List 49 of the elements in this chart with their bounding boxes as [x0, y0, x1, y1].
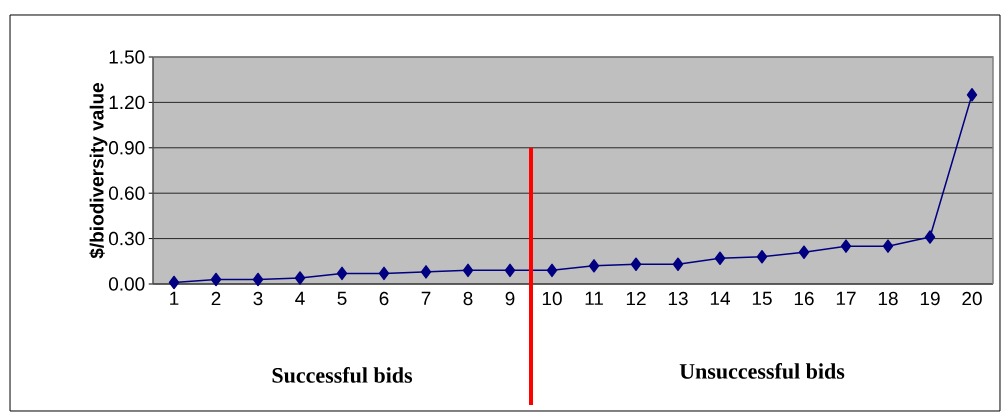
point — [924, 230, 936, 244]
x-tick-label: 17 — [836, 291, 856, 305]
point — [756, 250, 768, 264]
x-tick-label: 8 — [463, 291, 473, 306]
point — [840, 239, 852, 253]
x-tick-label: 1 — [170, 291, 179, 305]
point — [546, 263, 558, 278]
point — [882, 239, 894, 253]
x-tick-label: 12 — [626, 291, 646, 306]
point — [504, 263, 516, 278]
x-tick-label: 20 — [962, 291, 982, 306]
point — [630, 257, 642, 272]
text: Successful bids — [272, 367, 413, 383]
x-tick-label: 15 — [752, 291, 772, 306]
y-tick-label: 1.50 — [109, 50, 145, 64]
y-tick-label: 0.30 — [108, 231, 145, 246]
point — [462, 263, 474, 278]
text: Unsuccessful bids — [679, 363, 845, 379]
x-tick-label: 16 — [794, 291, 814, 306]
point — [252, 272, 264, 287]
y-tick-label: 0.00 — [108, 277, 145, 291]
point — [420, 265, 432, 279]
x-tick-label: 2 — [211, 291, 221, 306]
x-tick-label: 11 — [585, 291, 603, 305]
point — [378, 266, 390, 281]
point — [966, 88, 978, 102]
x-tick-label: 18 — [878, 291, 898, 306]
point — [210, 272, 222, 287]
x-tick-label: 19 — [920, 291, 940, 306]
x-tick-label: 14 — [710, 291, 730, 305]
y-axis-title: $/biodiversity value — [89, 82, 108, 259]
point — [798, 245, 810, 259]
point — [714, 251, 726, 266]
point — [168, 275, 180, 290]
y-tick-label: 1.20 — [109, 95, 145, 110]
point — [336, 266, 348, 281]
x-tick-label: 6 — [379, 291, 389, 306]
point — [672, 257, 684, 272]
x-tick-label: 13 — [668, 291, 688, 306]
x-tick-label: 5 — [337, 291, 347, 306]
x-tick-label: 4 — [295, 291, 305, 305]
y-tick-label: 0.60 — [108, 186, 145, 200]
y-tick-label: 0.90 — [108, 141, 145, 155]
point — [588, 259, 600, 273]
x-tick-label: 3 — [253, 291, 263, 306]
x-tick-label: 9 — [505, 291, 515, 306]
point — [294, 271, 306, 285]
x-tick-label: 10 — [542, 291, 562, 306]
x-tick-label: 7 — [421, 291, 431, 305]
